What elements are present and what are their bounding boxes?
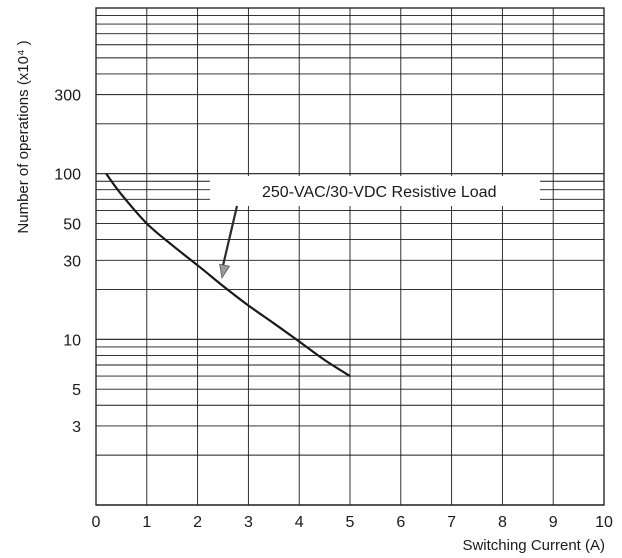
series-line <box>105 173 351 378</box>
annotation-background <box>210 176 540 206</box>
annotation-arrowhead <box>219 263 231 280</box>
y-tick-label: 5 <box>72 382 81 399</box>
x-tick-label: 5 <box>346 514 355 531</box>
x-tick-label: 1 <box>142 514 151 531</box>
grid <box>95 7 605 506</box>
curve-layer <box>105 173 351 378</box>
tick-labels: 0 1 2 3 4 5 6 7 8 9 10 300 100 50 30 10 5 3 <box>54 88 613 531</box>
x-tick-label: 7 <box>447 514 456 531</box>
y-axis-label: Number of operations (x10⁴ ) <box>15 40 32 233</box>
x-tick-label: 10 <box>595 514 613 531</box>
annotation-label: 250-VAC/30-VDC Resistive Load <box>262 184 496 201</box>
x-tick-label: 6 <box>396 514 405 531</box>
x-axis-label: Switching Current (A) <box>462 537 605 554</box>
y-tick-label: 30 <box>63 253 81 270</box>
y-tick-label: 50 <box>63 217 81 234</box>
annotation-layer: 250-VAC/30-VDC Resistive Load <box>210 176 540 280</box>
y-tick-label: 10 <box>63 332 81 349</box>
x-tick-label: 4 <box>295 514 304 531</box>
plot-frame <box>95 7 605 506</box>
x-tick-label: 0 <box>92 514 101 531</box>
x-tick-label: 9 <box>549 514 558 531</box>
x-tick-label: 3 <box>244 514 253 531</box>
annotation-arrow-shaft <box>221 205 239 267</box>
x-tick-label: 2 <box>193 514 202 531</box>
x-tick-label: 8 <box>498 514 507 531</box>
y-tick-label: 300 <box>54 88 81 105</box>
y-tick-label: 100 <box>54 167 81 184</box>
y-tick-label: 3 <box>72 419 81 436</box>
